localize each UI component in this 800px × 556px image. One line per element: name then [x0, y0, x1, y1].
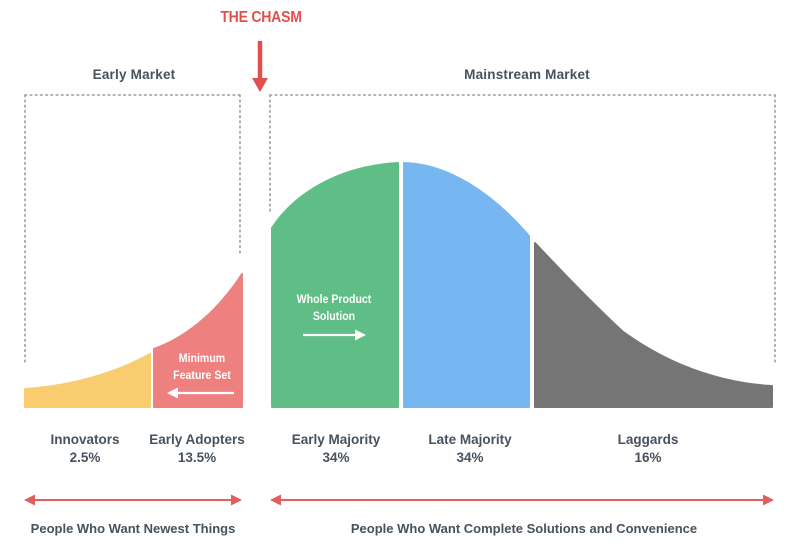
segment-label-late-majority: Late Majority 34%: [428, 431, 511, 467]
segment-laggards: [534, 242, 773, 408]
early-market-range-arrow-icon: [24, 494, 242, 506]
segment-innovators: [24, 353, 151, 408]
chasm-down-arrow-icon: [252, 41, 268, 92]
whole-product-right-arrow-icon: [303, 329, 366, 341]
minimum-feature-set-note: Minimum Feature Set: [173, 351, 231, 385]
mainstream-market-footer-label: People Who Want Complete Solutions and C…: [350, 521, 698, 536]
segment-label-early-majority: Early Majority 34%: [292, 431, 381, 467]
segment-percent: 16%: [634, 450, 662, 465]
early-market-dotted-box: [24, 94, 241, 363]
segment-name: Innovators: [50, 432, 120, 447]
segment-name: Early Adopters: [149, 432, 245, 447]
early-market-label: Early Market: [92, 67, 176, 82]
segment-label-laggards: Laggards 16%: [618, 431, 679, 467]
minimum-feature-set-line1: Minimum: [178, 353, 226, 365]
minimum-feature-set-line2: Feature Set: [173, 370, 231, 382]
segment-percent: 13.5%: [177, 450, 217, 465]
whole-product-solution-line2: Solution: [312, 311, 356, 323]
chasm-title: THE CHASM: [220, 9, 302, 26]
segment-label-innovators: Innovators 2.5%: [50, 431, 119, 467]
segment-early-majority: [271, 162, 399, 408]
segment-percent: 2.5%: [69, 450, 101, 465]
minimum-feature-left-arrow-icon: [167, 387, 234, 399]
early-market-footer-label: People Who Want Newest Things: [30, 521, 236, 536]
mainstream-market-range-arrow-icon: [270, 494, 774, 506]
segment-name: Laggards: [617, 432, 679, 447]
segment-percent: 34%: [456, 450, 484, 465]
whole-product-solution-line1: Whole Product: [296, 294, 372, 306]
segment-percent: 34%: [322, 450, 350, 465]
mainstream-market-dotted-box: [269, 94, 776, 366]
segment-early-adopters: [153, 273, 243, 408]
segment-late-majority: [403, 162, 530, 408]
segment-name: Early Majority: [291, 432, 381, 447]
whole-product-solution-note: Whole Product Solution: [297, 292, 372, 326]
segment-name: Late Majority: [428, 432, 512, 447]
mainstream-market-label: Mainstream Market: [464, 67, 590, 82]
segment-label-early-adopters: Early Adopters 13.5%: [149, 431, 245, 467]
